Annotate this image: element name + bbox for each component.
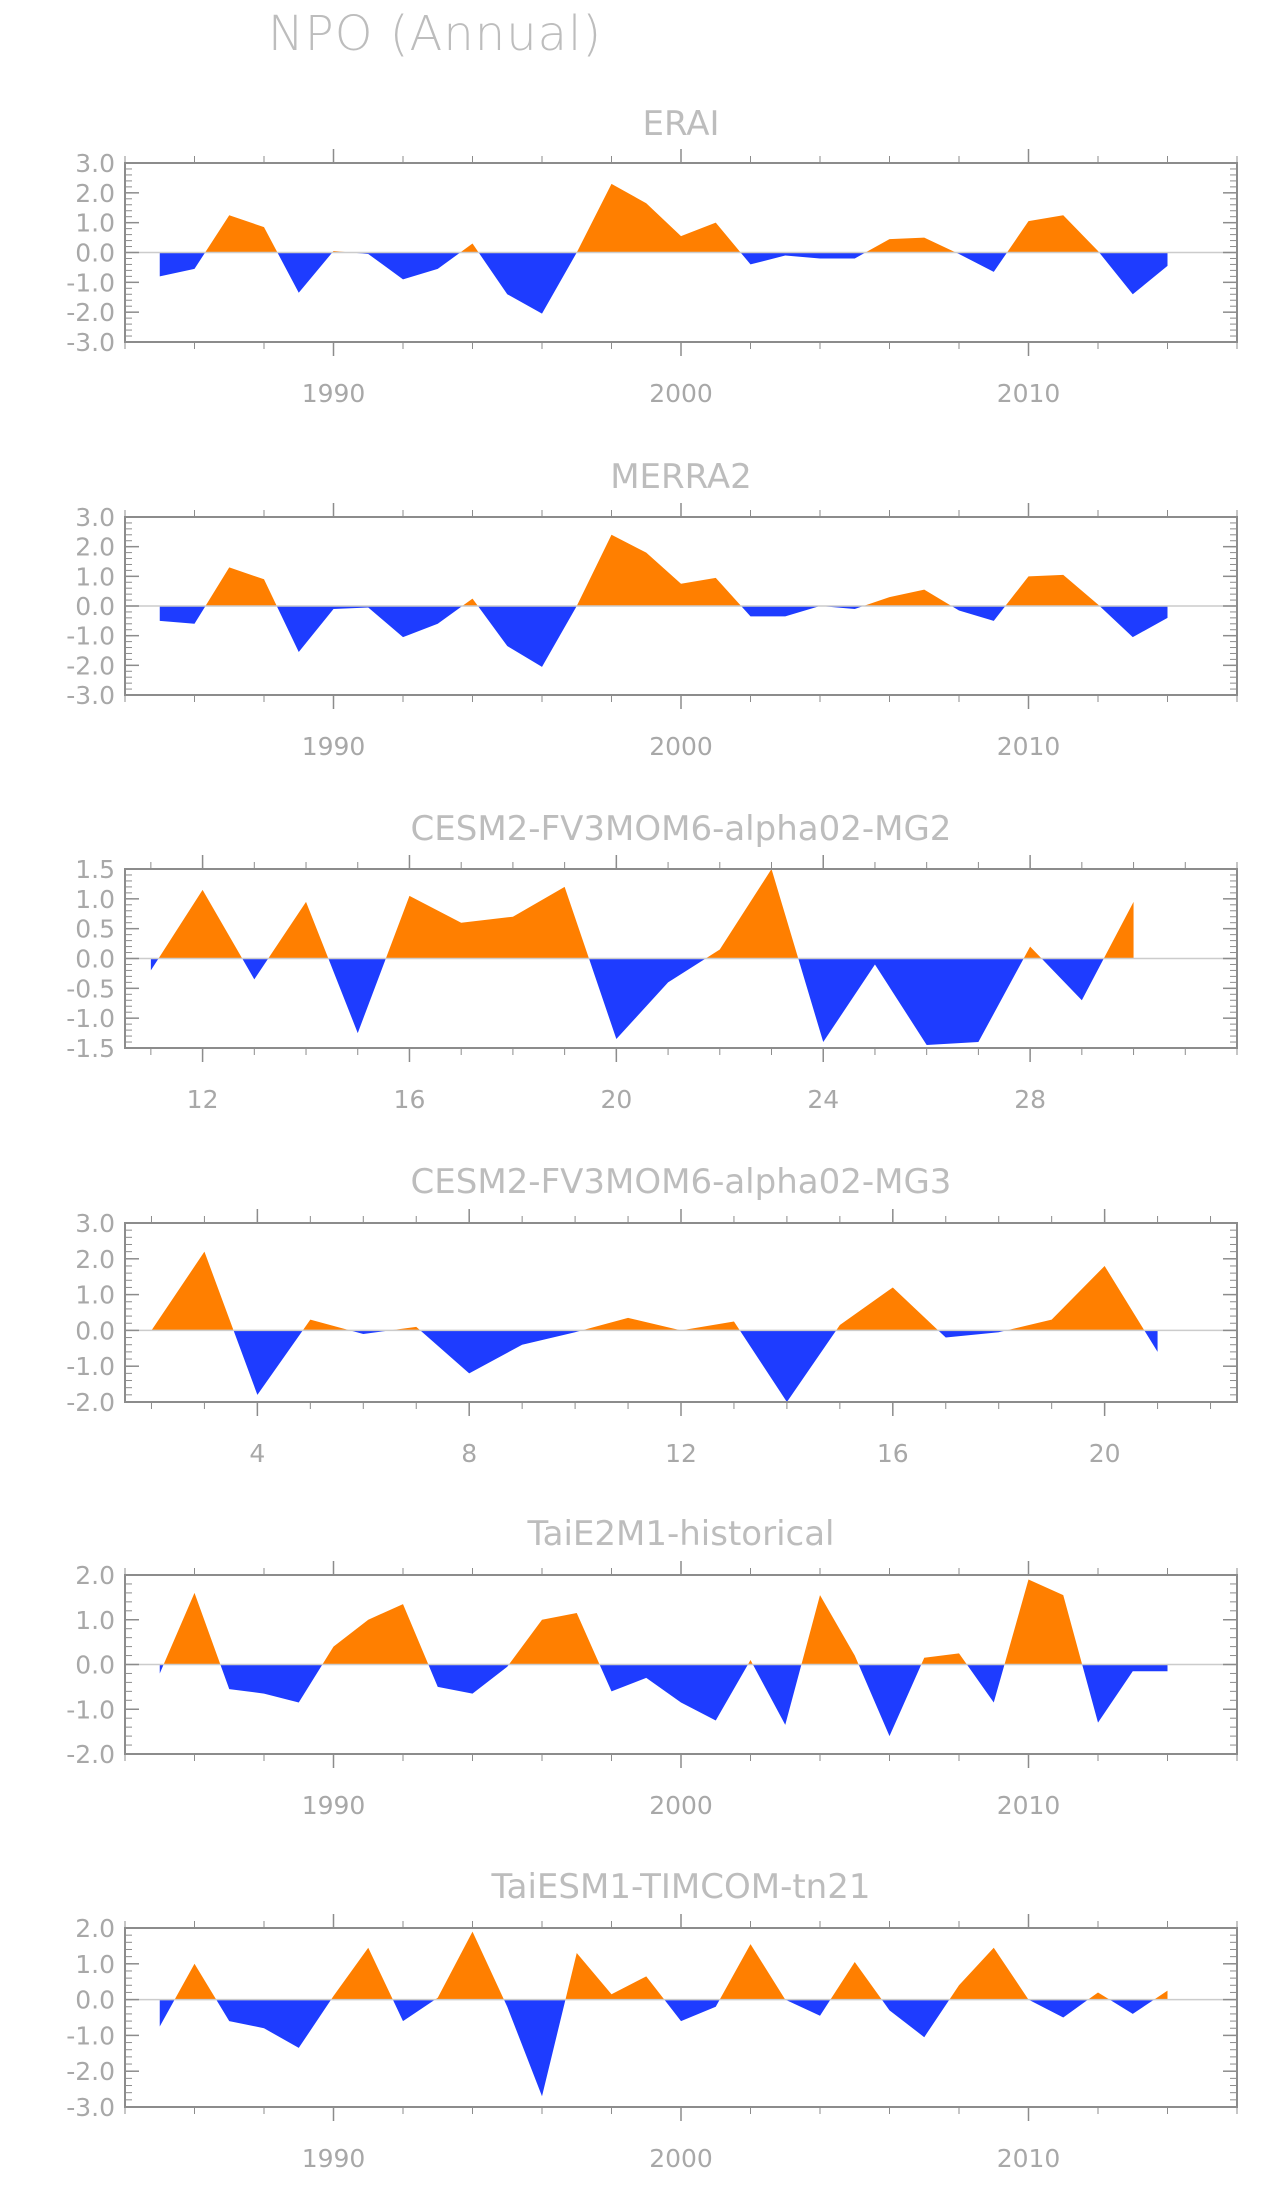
- x-tick-label: 2000: [649, 732, 713, 761]
- y-tick-label: -1.0: [66, 1695, 115, 1724]
- y-tick-label: -2.0: [66, 1388, 115, 1417]
- y-tick-label: 3.0: [75, 149, 115, 178]
- y-tick-label: 1.0: [75, 1281, 115, 1310]
- x-tick-label: 1990: [302, 1791, 366, 1820]
- x-tick-label: 12: [665, 1439, 697, 1468]
- negative-area: [150, 958, 1134, 1046]
- x-tick-label: 16: [877, 1439, 909, 1468]
- panel-title: CESM2-FV3MOM6-alpha02-MG2: [411, 809, 952, 849]
- panel-1: ERAI 3.02.01.00.0-1.0-2.0-3.0 1990 2000 2010: [66, 104, 1238, 408]
- negative-area: [159, 252, 1168, 314]
- x-tick-label: 2010: [997, 2144, 1061, 2173]
- y-tick-label: 0.0: [75, 1316, 115, 1345]
- panel-6: TaiESM1-TIMCOM-tn21 2.0 1.0 0.0 -1.0 -2.0 -3.0…: [66, 1867, 1238, 2173]
- negative-area: [159, 1999, 1168, 2097]
- x-tick-label: 2000: [649, 1791, 713, 1820]
- x-tick-label: 28: [1014, 1085, 1046, 1114]
- y-tick-label: -3.0: [66, 328, 115, 357]
- positive-area: [159, 534, 1168, 606]
- y-tick-label: 2.0: [75, 1561, 115, 1590]
- panel-5: TaiE2M1-historical 2.0 1.0 0.0 -1.0 -2.0 1990 2…: [66, 1514, 1238, 1820]
- positive-area: [159, 1579, 1168, 1665]
- y-tick-label: 0.0: [75, 592, 115, 621]
- y-tick-label: 3.0: [75, 503, 115, 532]
- panel-title: MERRA2: [610, 457, 752, 497]
- x-tick-label: 12: [187, 1085, 219, 1114]
- y-tick-label: 1.5: [75, 855, 115, 884]
- y-tick-label: -3.0: [66, 2093, 115, 2122]
- y-tick-label: -1.5: [66, 1034, 115, 1063]
- y-tick-label: 3.0: [75, 1209, 115, 1238]
- y-tick-label: -1.0: [66, 1004, 115, 1033]
- negative-area: [159, 606, 1168, 667]
- y-tick-label: -1.0: [66, 622, 115, 651]
- y-tick-label: 0.5: [75, 915, 115, 944]
- y-tick-label: 1.0: [75, 885, 115, 914]
- panel-title: TaiESM1-TIMCOM-tn21: [491, 1867, 871, 1907]
- positive-area: [174, 1931, 1168, 2000]
- y-tick-label: -1.0: [66, 1352, 115, 1381]
- x-tick-label: 4: [249, 1439, 265, 1468]
- panel-3: CESM2-FV3MOM6-alpha02-MG2 1.51.00.50.0-0.…: [66, 809, 1238, 1114]
- y-tick-label: -1.0: [66, 2021, 115, 2050]
- negative-area: [159, 1664, 1168, 1737]
- y-tick-label: -3.0: [66, 681, 115, 710]
- page-title: NPO (Annual): [267, 6, 603, 62]
- y-tick-label: 0.0: [75, 239, 115, 268]
- y-tick-label: 0.0: [75, 1651, 115, 1680]
- x-tick-label: 16: [394, 1085, 426, 1114]
- x-tick-label: 2000: [649, 379, 713, 408]
- y-tick-label: 1.0: [75, 1950, 115, 1979]
- y-tick-label: 2.0: [75, 533, 115, 562]
- y-tick-label: -2.0: [66, 1740, 115, 1769]
- y-tick-label: 0.0: [75, 945, 115, 974]
- x-tick-label: 1990: [302, 732, 366, 761]
- panel-2: MERRA2 3.02.01.00.0-1.0-2.0-3.0 1990 2000 20…: [66, 457, 1238, 761]
- x-tick-label: 1990: [302, 2144, 366, 2173]
- positive-area: [150, 869, 1134, 959]
- x-tick-label: 2010: [997, 1791, 1061, 1820]
- negative-area: [233, 1330, 1158, 1402]
- y-tick-label: -0.5: [66, 974, 115, 1003]
- panel-title: TaiE2M1-historical: [526, 1514, 834, 1554]
- x-tick-label: 2010: [997, 379, 1061, 408]
- panel-title: CESM2-FV3MOM6-alpha02-MG3: [411, 1162, 952, 1202]
- positive-area: [151, 1251, 1158, 1331]
- x-tick-label: 1990: [302, 379, 366, 408]
- x-tick-label: 2010: [997, 732, 1061, 761]
- y-tick-label: 1.0: [75, 1606, 115, 1635]
- positive-area: [159, 183, 1168, 253]
- panel-4: CESM2-FV3MOM6-alpha02-MG3 3.0 2.0 1.0 0.0 -1.…: [66, 1162, 1238, 1468]
- y-tick-label: -2.0: [66, 298, 115, 327]
- y-tick-label: 2.0: [75, 1245, 115, 1274]
- x-tick-label: 20: [600, 1085, 632, 1114]
- y-tick-label: 1.0: [75, 562, 115, 591]
- x-tick-label: 24: [807, 1085, 839, 1114]
- x-tick-label: 20: [1089, 1439, 1121, 1468]
- y-tick-label: 2.0: [75, 1914, 115, 1943]
- y-tick-label: 2.0: [75, 179, 115, 208]
- y-tick-label: 0.0: [75, 1986, 115, 2015]
- x-tick-label: 2000: [649, 2144, 713, 2173]
- y-tick-label: -2.0: [66, 651, 115, 680]
- y-tick-label: 1.0: [75, 209, 115, 238]
- panel-title: ERAI: [642, 104, 719, 144]
- x-tick-label: 8: [461, 1439, 477, 1468]
- y-tick-label: -2.0: [66, 2057, 115, 2086]
- y-tick-label: -1.0: [66, 268, 115, 297]
